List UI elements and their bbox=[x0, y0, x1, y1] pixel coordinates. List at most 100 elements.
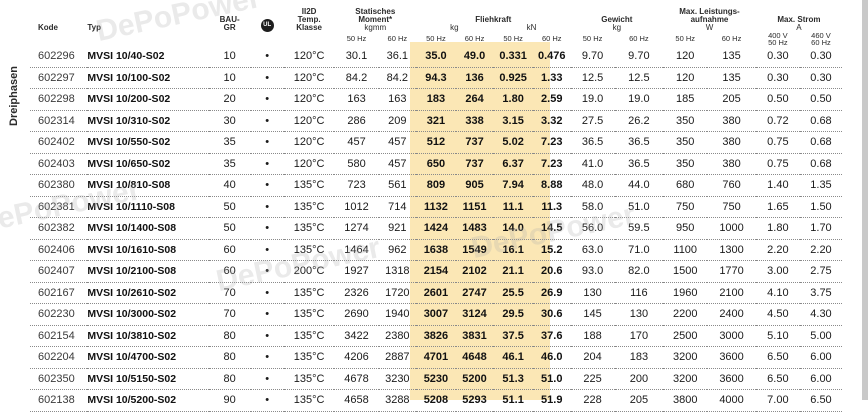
cell-ii2d: 135°C bbox=[283, 174, 335, 197]
cell-kn-60: 37.6 bbox=[532, 325, 571, 347]
cell-kn-60: 8.88 bbox=[532, 174, 571, 197]
cell-kg-60: 1151 bbox=[455, 196, 494, 218]
cell-cert: • bbox=[250, 260, 284, 283]
table-row: 602403 MVSI 10/650-S02 35 • 120°C 580 457 650 73… bbox=[30, 153, 842, 175]
cell-leistung-60: 3000 bbox=[707, 325, 756, 347]
cell-gewicht-50: 41.0 bbox=[570, 153, 615, 175]
cell-strom-460: 0.50 bbox=[799, 88, 842, 111]
cell-kn-50: 5.02 bbox=[493, 131, 533, 154]
cell-moment-50: 457 bbox=[334, 131, 379, 154]
cell-kn-50: 21.1 bbox=[493, 260, 533, 283]
cell-typ: MVSI 10/100-S02 bbox=[87, 67, 209, 89]
cell-strom-460: 6.50 bbox=[799, 389, 842, 412]
header-fliehkraft: Fliehkraft kg kN bbox=[416, 0, 570, 32]
cell-leistung-60: 1300 bbox=[707, 239, 756, 261]
cell-kn-50: 0.925 bbox=[493, 67, 533, 89]
header-leistung-label: Max. Leistungs- aufnahme bbox=[679, 7, 740, 24]
cell-kg-50: 1424 bbox=[416, 217, 456, 240]
cell-kn-50: 3.15 bbox=[493, 110, 533, 132]
cell-kode: 602350 bbox=[30, 368, 88, 390]
cell-cert: • bbox=[250, 303, 284, 326]
cell-strom-400: 6.50 bbox=[755, 346, 800, 369]
cell-ii2d: 135°C bbox=[283, 303, 335, 326]
cell-typ: MVSI 10/1110-S08 bbox=[87, 196, 209, 218]
cell-leistung-60: 380 bbox=[707, 153, 756, 175]
cell-moment-60: 921 bbox=[378, 217, 417, 240]
cell-gewicht-60: 170 bbox=[614, 325, 664, 347]
table-row: 602138 MVSI 10/5200-S02 90 • 135°C 4658 3288 52… bbox=[30, 389, 842, 412]
cell-moment-60: 209 bbox=[378, 110, 417, 132]
cell-strom-460: 1.50 bbox=[799, 196, 842, 218]
table-row: 602297 MVSI 10/100-S02 10 • 120°C 84.2 84.2 94.… bbox=[30, 67, 842, 89]
cell-strom-400: 2.20 bbox=[755, 239, 800, 261]
cell-kode: 602298 bbox=[30, 88, 88, 111]
cell-gewicht-50: 12.5 bbox=[570, 67, 615, 89]
cell-kn-60: 1.33 bbox=[532, 67, 571, 89]
cell-baugr: 60 bbox=[208, 239, 251, 261]
cell-strom-460: 0.30 bbox=[799, 46, 842, 68]
cell-leistung-50: 750 bbox=[663, 196, 708, 218]
cell-moment-50: 84.2 bbox=[334, 67, 379, 89]
table-row: 602230 MVSI 10/3000-S02 70 • 135°C 2690 1940 30… bbox=[30, 303, 842, 326]
cell-kg-60: 2747 bbox=[455, 282, 494, 304]
cell-moment-50: 1012 bbox=[334, 196, 379, 218]
cell-kn-50: 6.37 bbox=[493, 153, 533, 175]
cell-leistung-50: 1500 bbox=[663, 260, 708, 283]
cell-kn-50: 46.1 bbox=[493, 346, 533, 369]
cell-typ: MVSI 10/200-S02 bbox=[87, 88, 209, 111]
cell-ii2d: 120°C bbox=[283, 88, 335, 111]
cell-leistung-60: 1000 bbox=[707, 217, 756, 240]
cell-kode: 602138 bbox=[30, 389, 88, 412]
cell-kg-60: 3831 bbox=[455, 325, 494, 347]
cell-moment-50: 3422 bbox=[334, 325, 379, 347]
cell-leistung-60: 1770 bbox=[707, 260, 756, 283]
cell-moment-60: 1940 bbox=[378, 303, 417, 326]
cell-kode: 602381 bbox=[30, 196, 88, 218]
cell-baugr: 35 bbox=[208, 153, 251, 175]
cell-typ: MVSI 10/310-S02 bbox=[87, 110, 209, 132]
table-row: 602380 MVSI 10/810-S08 40 • 135°C 723 561 809 90… bbox=[30, 174, 842, 197]
header-leistung-unit: W bbox=[705, 23, 714, 32]
cell-gewicht-50: 19.0 bbox=[570, 88, 615, 111]
cell-moment-60: 561 bbox=[378, 174, 417, 197]
cell-leistung-50: 3800 bbox=[663, 389, 708, 412]
cell-ii2d: 135°C bbox=[283, 346, 335, 369]
cell-strom-460: 5.00 bbox=[799, 325, 842, 347]
cell-strom-400: 4.50 bbox=[755, 303, 800, 326]
cell-gewicht-60: 200 bbox=[614, 368, 664, 390]
cell-ii2d: 135°C bbox=[283, 217, 335, 240]
cell-leistung-50: 680 bbox=[663, 174, 708, 197]
cell-moment-50: 1927 bbox=[334, 260, 379, 283]
header-gewicht: Gewicht kg bbox=[571, 0, 664, 32]
cell-typ: MVSI 10/3000-S02 bbox=[87, 303, 209, 326]
cell-kode: 602204 bbox=[30, 346, 88, 369]
cell-kg-60: 5200 bbox=[455, 368, 494, 390]
cell-kn-50: 51.3 bbox=[493, 368, 533, 390]
cell-kg-50: 3826 bbox=[416, 325, 456, 347]
cell-kg-60: 5293 bbox=[455, 389, 494, 412]
table-row: 602402 MVSI 10/550-S02 35 • 120°C 457 457 512 73… bbox=[30, 131, 842, 154]
cell-moment-50: 2690 bbox=[334, 303, 379, 326]
cell-typ: MVSI 10/5150-S02 bbox=[87, 368, 209, 390]
cell-kn-50: 0.331 bbox=[493, 46, 533, 68]
cell-kn-50: 29.5 bbox=[493, 303, 533, 326]
cell-kn-60: 14.5 bbox=[532, 217, 571, 240]
cell-kg-50: 321 bbox=[416, 110, 456, 132]
cell-strom-460: 0.68 bbox=[799, 153, 842, 175]
cell-kg-50: 94.3 bbox=[416, 67, 456, 89]
cell-kg-50: 3007 bbox=[416, 303, 456, 326]
cell-kg-60: 737 bbox=[455, 131, 494, 154]
cell-gewicht-60: 12.5 bbox=[614, 67, 664, 89]
cell-moment-60: 714 bbox=[378, 196, 417, 218]
table-row: 602296 MVSI 10/40-S02 10 • 120°C 30.1 36.1 35.0… bbox=[30, 46, 842, 68]
cell-cert: • bbox=[250, 131, 284, 154]
cell-strom-400: 0.30 bbox=[755, 46, 800, 68]
cell-moment-50: 580 bbox=[334, 153, 379, 175]
cell-moment-60: 36.1 bbox=[378, 46, 417, 68]
cell-gewicht-60: 36.5 bbox=[614, 153, 664, 175]
cell-kn-60: 7.23 bbox=[532, 153, 571, 175]
cell-kg-60: 1483 bbox=[455, 217, 494, 240]
cell-kn-50: 25.5 bbox=[493, 282, 533, 304]
cell-gewicht-60: 51.0 bbox=[614, 196, 664, 218]
sub-a-400: 400 V 50 Hz bbox=[768, 31, 788, 47]
